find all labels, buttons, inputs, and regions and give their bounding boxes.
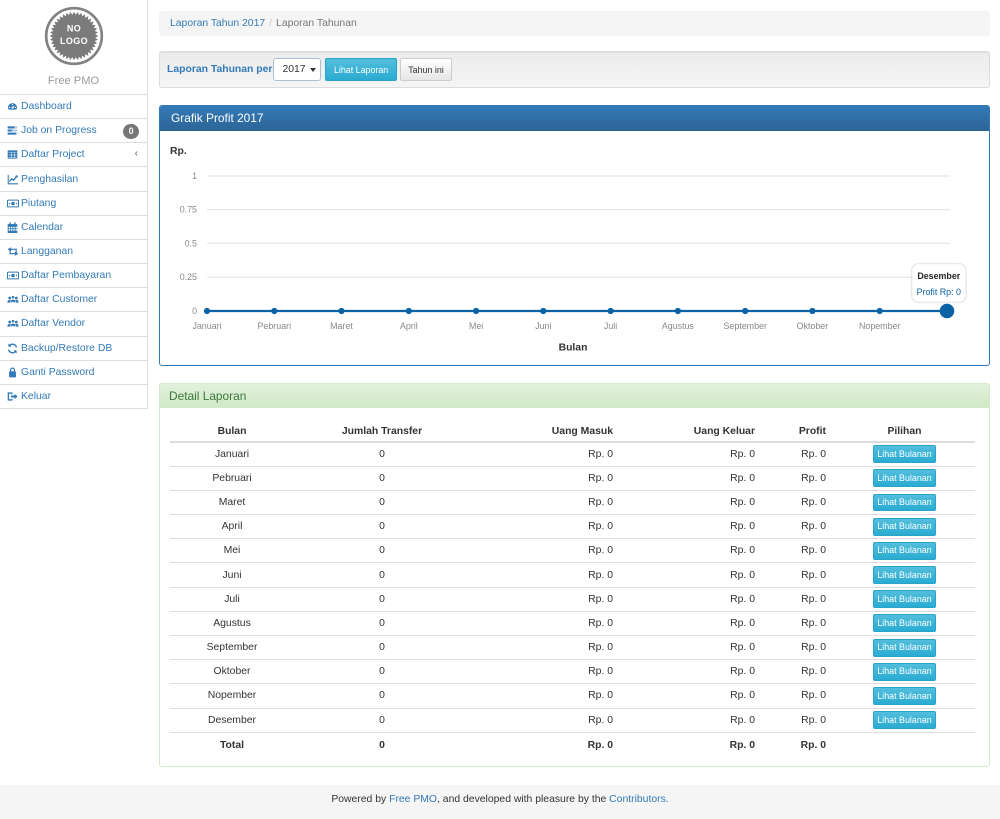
svg-text:Rp.: Rp. xyxy=(170,146,187,157)
svg-text:1: 1 xyxy=(192,171,197,181)
svg-text:NO: NO xyxy=(66,24,80,34)
svg-text:0.75: 0.75 xyxy=(180,205,197,215)
svg-text:Bulan: Bulan xyxy=(559,343,588,354)
svg-text:Mei: Mei xyxy=(469,321,483,331)
svg-text:0.25: 0.25 xyxy=(180,272,197,282)
svg-text:Maret: Maret xyxy=(330,321,353,331)
svg-text:Profit Rp: 0: Profit Rp: 0 xyxy=(917,287,961,297)
svg-text:Pebruari: Pebruari xyxy=(258,321,292,331)
svg-text:Oktober: Oktober xyxy=(797,321,829,331)
svg-text:April: April xyxy=(400,321,418,331)
svg-text:Juni: Juni xyxy=(535,321,551,331)
svg-text:Januari: Januari xyxy=(192,321,221,331)
svg-text:Nopember: Nopember xyxy=(859,321,900,331)
svg-text:0.5: 0.5 xyxy=(185,238,197,248)
svg-text:September: September xyxy=(723,321,766,331)
svg-text:Agustus: Agustus xyxy=(662,321,695,331)
svg-text:0: 0 xyxy=(192,306,197,316)
svg-text:Desember: Desember xyxy=(917,271,960,281)
svg-text:Juli: Juli xyxy=(604,321,617,331)
svg-text:LOGO: LOGO xyxy=(59,36,87,46)
